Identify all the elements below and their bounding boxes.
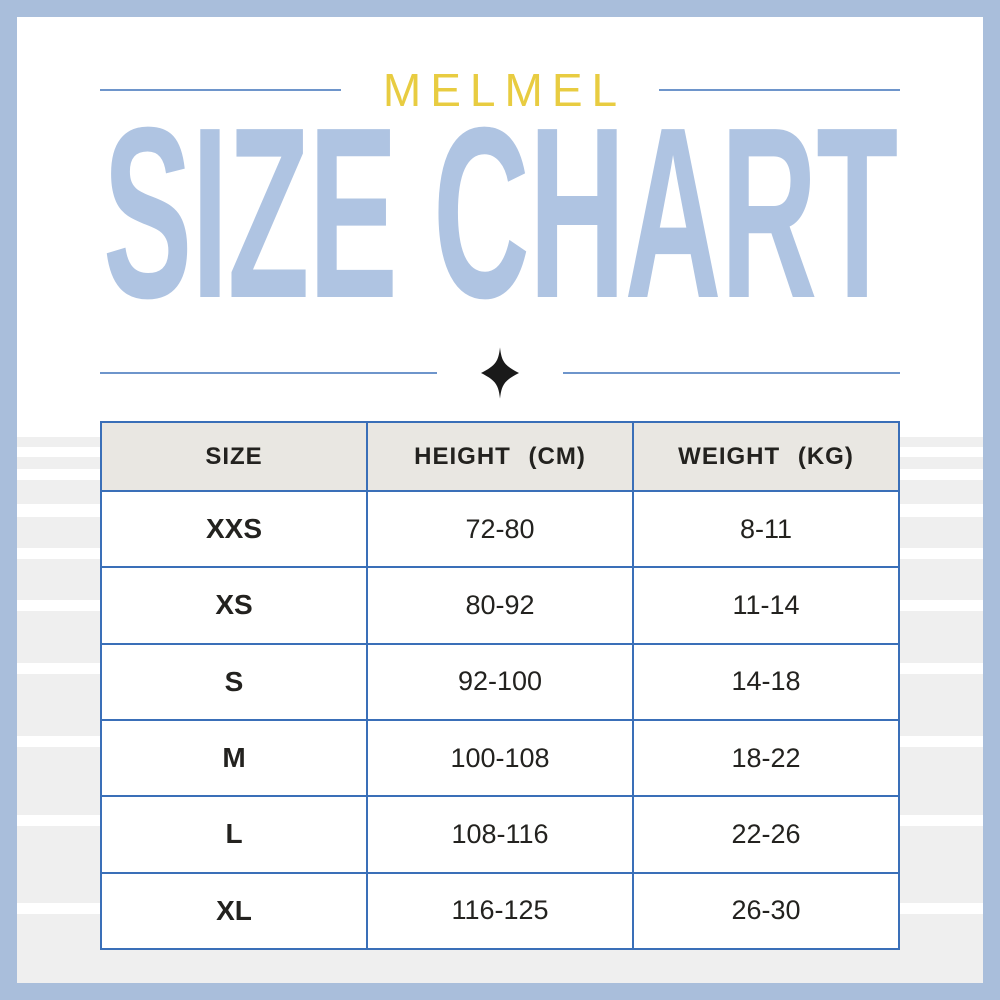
weight-cell: 11-14	[632, 566, 900, 645]
size-cell: XL	[100, 871, 368, 951]
table-row: M 100-108 18-22	[100, 718, 900, 798]
height-cell: 100-108	[366, 718, 634, 798]
table-row: XXS 72-80 8-11	[100, 489, 900, 569]
weight-cell: 18-22	[632, 718, 900, 798]
height-cell: 92-100	[366, 642, 634, 721]
table-row: XL 116-125 26-30	[100, 871, 900, 951]
header-weight: WEIGHT (KG)	[632, 421, 900, 492]
table-body: XXS 72-80 8-11 XS 80-92 11-14 S 92-100 1…	[100, 489, 900, 951]
divider-rule-left	[100, 372, 437, 374]
height-cell: 116-125	[366, 871, 634, 951]
weight-cell: 14-18	[632, 642, 900, 721]
height-cell: 72-80	[366, 489, 634, 569]
size-cell: M	[100, 718, 368, 798]
height-cell: 108-116	[366, 795, 634, 874]
size-cell: L	[100, 795, 368, 874]
table-row: XS 80-92 11-14	[100, 566, 900, 645]
title-divider	[17, 343, 983, 403]
size-cell: XS	[100, 566, 368, 645]
divider-rule-right	[563, 372, 900, 374]
page-title-text: SIZE CHART	[102, 76, 898, 349]
page-title: SIZE CHART	[17, 91, 983, 351]
header-height: HEIGHT (CM)	[366, 421, 634, 492]
weight-cell: 8-11	[632, 489, 900, 569]
header-row: SIZE HEIGHT (CM) WEIGHT (KG)	[100, 421, 900, 492]
weight-cell: 26-30	[632, 871, 900, 951]
height-cell: 80-92	[366, 566, 634, 645]
size-cell: S	[100, 642, 368, 721]
size-cell: XXS	[100, 489, 368, 569]
sparkle-icon	[481, 346, 519, 400]
size-chart-table: SIZE HEIGHT (CM) WEIGHT (KG) XXS 72-80 8…	[100, 421, 900, 951]
poster-canvas: MELMEL SIZE CHART SIZE HEIGHT (CM) WEIGH…	[17, 17, 983, 983]
table-row: S 92-100 14-18	[100, 642, 900, 721]
brand-name: MELMEL	[382, 64, 627, 116]
table-row: L 108-116 22-26	[100, 795, 900, 874]
table-header: SIZE HEIGHT (CM) WEIGHT (KG)	[100, 421, 900, 492]
header-size: SIZE	[100, 421, 368, 492]
brand-header: MELMEL	[17, 64, 983, 116]
brand-rule-left	[100, 89, 341, 91]
brand-rule-right	[659, 89, 901, 91]
weight-cell: 22-26	[632, 795, 900, 874]
